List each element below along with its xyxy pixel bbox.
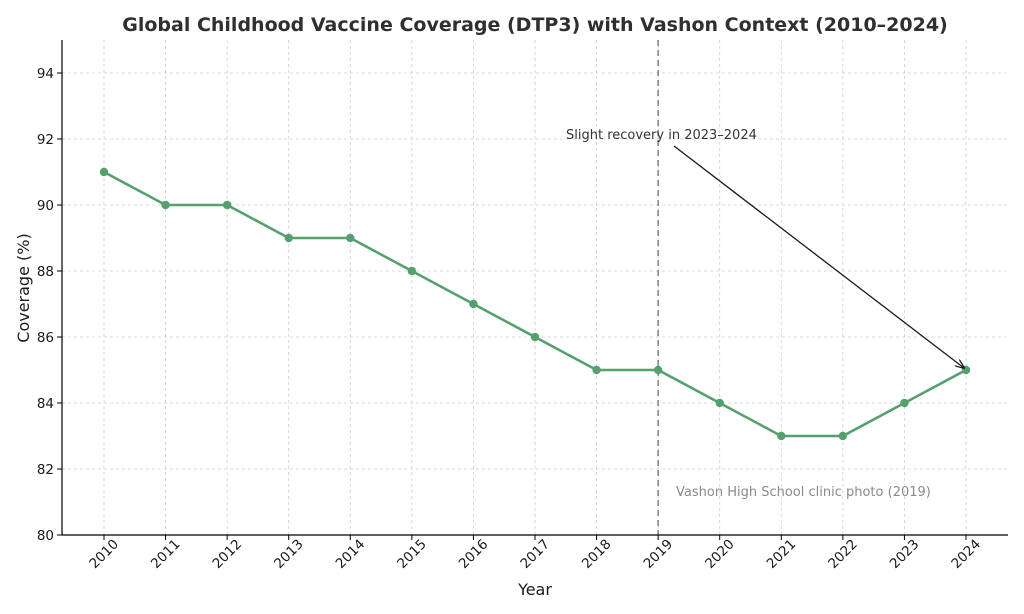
y-axis-label: Coverage (%) (14, 233, 33, 342)
data-point (900, 398, 909, 408)
data-point (715, 398, 724, 408)
data-point (222, 200, 232, 210)
x-tick-label: 2011 (148, 536, 184, 572)
x-tick-label: 2015 (394, 536, 430, 572)
data-point (284, 233, 293, 243)
grid (62, 40, 1008, 535)
chart-title: Global Childhood Vaccine Coverage (DTP3)… (122, 14, 948, 36)
y-tick-label: 82 (37, 462, 54, 478)
y-tick-label: 88 (37, 264, 54, 280)
x-tick-label: 2010 (86, 536, 122, 572)
x-tick-label: 2021 (764, 536, 800, 572)
annotations: Slight recovery in 2023–2024 Vashon High… (566, 128, 964, 500)
data-point (469, 299, 478, 309)
data-point (777, 431, 786, 441)
x-tick-label: 2023 (887, 536, 923, 572)
y-tick-label: 80 (37, 528, 54, 544)
x-tick-label: 2016 (456, 536, 492, 572)
x-tick-label: 2014 (333, 536, 369, 572)
x-tick-label: 2018 (579, 536, 615, 572)
data-point (592, 365, 601, 375)
x-tick-label: 2012 (210, 536, 246, 572)
data-point (161, 200, 170, 210)
data-point (99, 167, 109, 177)
y-tick-label: 86 (37, 330, 54, 346)
series-layer (99, 167, 971, 441)
annotation-recovery: Slight recovery in 2023–2024 (566, 128, 757, 143)
y-tick-label: 94 (37, 66, 54, 82)
y-tick-label: 90 (37, 198, 54, 214)
x-tick-label: 2022 (825, 536, 861, 572)
data-point (653, 365, 663, 375)
data-point (407, 266, 417, 276)
data-point (346, 233, 355, 243)
annotation-clinic-photo: Vashon High School clinic photo (2019) (676, 485, 931, 500)
data-point (530, 332, 540, 342)
x-tick-label: 2024 (948, 536, 984, 572)
x-tick-label: 2020 (702, 536, 738, 572)
y-tick-label: 84 (37, 396, 54, 412)
x-tick-label: 2019 (641, 536, 677, 572)
data-point (838, 431, 848, 441)
x-tick-label: 2017 (517, 536, 553, 572)
annotation-arrow (673, 145, 964, 368)
y-tick-label: 92 (37, 132, 54, 148)
x-axis-label: Year (517, 580, 552, 599)
x-tick-label: 2013 (271, 536, 307, 572)
